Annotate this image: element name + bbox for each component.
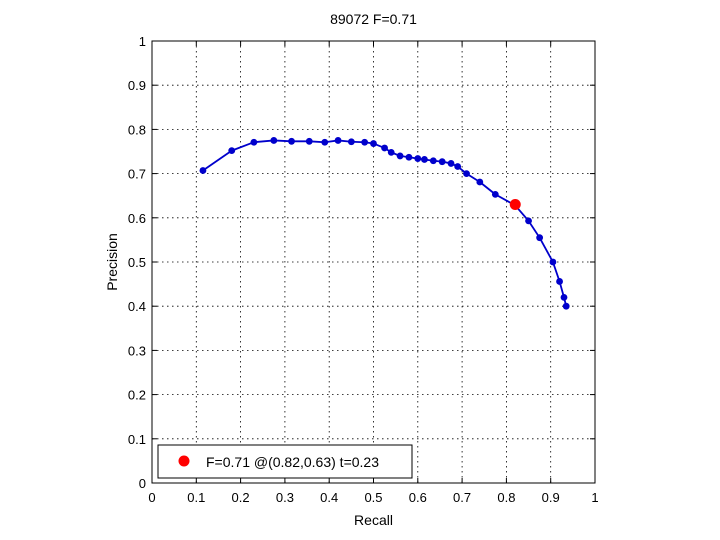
data-point bbox=[250, 138, 258, 146]
legend-marker bbox=[178, 455, 190, 467]
data-point bbox=[536, 234, 544, 242]
data-point bbox=[321, 138, 329, 146]
data-point bbox=[347, 138, 355, 146]
x-tick-label: 1 bbox=[591, 490, 598, 505]
best-f-point bbox=[509, 199, 521, 211]
data-point bbox=[447, 160, 455, 167]
legend: F=0.71 @(0.82,0.63) t=0.23 bbox=[157, 444, 413, 479]
y-tick-label: 0.7 bbox=[128, 167, 146, 182]
x-tick-label: 0.7 bbox=[453, 490, 471, 505]
data-point bbox=[491, 190, 499, 198]
y-tick-label: 0.3 bbox=[128, 343, 146, 358]
data-point bbox=[334, 137, 342, 144]
data-point bbox=[381, 144, 388, 152]
x-tick-label: 0.1 bbox=[187, 490, 205, 505]
chart-title: 89072 F=0.71 bbox=[330, 11, 417, 27]
x-tick-label: 0.9 bbox=[542, 490, 560, 505]
data-point bbox=[560, 293, 568, 301]
y-tick-label: 0.6 bbox=[128, 211, 146, 226]
data-point bbox=[228, 147, 236, 155]
x-tick-label: 0.6 bbox=[409, 490, 427, 505]
data-point bbox=[463, 170, 470, 178]
x-axis-label: Recall bbox=[354, 512, 393, 528]
x-tick-label: 0.8 bbox=[497, 490, 515, 505]
data-point bbox=[525, 217, 532, 225]
axis-ticks: 0 0.1 0.2 0.3 0.4 0.5 0.6 0.7 0.8 0.9 1 0 0.1 0.2 0.3 0… bbox=[128, 34, 599, 505]
legend-box bbox=[157, 444, 413, 479]
y-tick-label: 0.2 bbox=[128, 388, 146, 403]
y-tick-label: 0.9 bbox=[128, 78, 146, 93]
x-tick-label: 0.2 bbox=[232, 490, 250, 505]
y-tick-label: 1 bbox=[139, 34, 146, 49]
data-point bbox=[556, 278, 563, 285]
series-layer bbox=[199, 137, 570, 310]
y-tick-label: 0.5 bbox=[128, 255, 146, 270]
data-point bbox=[270, 137, 278, 144]
data-point bbox=[421, 156, 428, 163]
data-point bbox=[288, 137, 295, 145]
y-tick-label: 0.4 bbox=[128, 299, 146, 314]
data-point bbox=[387, 148, 395, 156]
data-point bbox=[414, 155, 422, 162]
data-point bbox=[370, 140, 377, 147]
data-point bbox=[438, 158, 446, 166]
data-point bbox=[454, 163, 462, 170]
y-tick-label: 0.1 bbox=[128, 432, 146, 447]
x-tick-label: 0.5 bbox=[364, 490, 382, 505]
data-point bbox=[476, 178, 484, 186]
data-point bbox=[305, 137, 313, 145]
y-tick-label: 0 bbox=[139, 476, 146, 491]
data-point bbox=[429, 157, 437, 165]
x-tick-label: 0.4 bbox=[320, 490, 338, 505]
x-tick-label: 0.3 bbox=[276, 490, 294, 505]
y-tick-label: 0.8 bbox=[128, 122, 146, 137]
data-point bbox=[396, 152, 404, 160]
legend-label: F=0.71 @(0.82,0.63) t=0.23 bbox=[206, 454, 379, 470]
data-point bbox=[549, 258, 557, 266]
data-point bbox=[361, 138, 369, 146]
data-point bbox=[562, 302, 570, 310]
x-tick-label: 0 bbox=[148, 490, 155, 505]
data-point bbox=[199, 167, 207, 174]
data-point bbox=[405, 153, 413, 161]
y-axis-label: Precision bbox=[104, 233, 120, 291]
